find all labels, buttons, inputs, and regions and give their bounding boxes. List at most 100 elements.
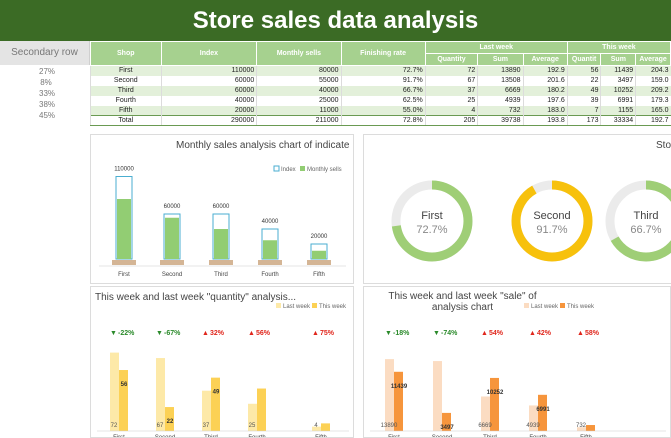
last-week-bar xyxy=(202,390,211,431)
x-tick-label: Second xyxy=(162,272,182,278)
change-label: 56% xyxy=(256,330,271,337)
last-week-bar xyxy=(433,361,442,431)
change-label: -74% xyxy=(441,330,458,337)
monthly-bar xyxy=(214,229,228,259)
last-week-bar xyxy=(481,396,490,431)
monthly-chart-title: Monthly sales analysis chart of indicate xyxy=(176,140,350,151)
legend-label-last: Last week xyxy=(531,304,559,310)
last-week-label: 25 xyxy=(249,423,256,429)
table-cell-lq: 72 xyxy=(424,65,478,76)
change-arrow: ▼ xyxy=(156,330,163,337)
data-label: 20000 xyxy=(311,234,328,240)
monthly-bar xyxy=(117,199,131,259)
this-week-bar xyxy=(211,377,220,431)
change-arrow: ▲ xyxy=(481,330,488,337)
table-cell-ts: 3497 xyxy=(600,75,636,86)
last-week-label: 6669 xyxy=(478,423,492,429)
table-cell-monthly: 55000 xyxy=(256,75,341,86)
table-cell-lq: 67 xyxy=(424,75,478,86)
table-cell-monthly: 80000 xyxy=(256,65,341,76)
table-cell-ta: 192.7 xyxy=(635,115,671,126)
table-cell-la: 201.6 xyxy=(522,75,568,86)
change-label: -67% xyxy=(164,330,181,337)
last-week-bar xyxy=(248,403,257,431)
this-week-bar xyxy=(257,388,266,431)
table-cell-tq: 39 xyxy=(566,95,601,106)
table-cell-tq: 49 xyxy=(566,85,601,96)
table-row: Fourth 40000 25000 62.5% 25 4939 197.6 39 6991 17… xyxy=(90,95,671,106)
ring-label: Second xyxy=(533,210,570,222)
table-cell-index: 290000 xyxy=(160,115,257,126)
x-tick-label: Fourth xyxy=(529,435,546,437)
axis-band xyxy=(258,260,282,265)
this-week-label: 3497 xyxy=(440,425,454,431)
change-arrow: ▲ xyxy=(202,330,209,337)
last-week-label: 67 xyxy=(157,423,164,429)
legend-label-this: This week xyxy=(567,304,595,310)
ring-label: Third xyxy=(633,210,658,222)
last-week-bar xyxy=(110,352,119,431)
table-cell-ts: 11439 xyxy=(600,65,636,76)
rate-chart: First 72.7% Second 91.7% Third 66.7% xyxy=(391,180,671,262)
col-finishing-rate: Finishing rate xyxy=(340,41,426,66)
table-cell-la: 192.9 xyxy=(522,65,568,76)
legend-label-monthly: Monthly sells xyxy=(307,167,342,173)
data-label: 110000 xyxy=(114,167,134,173)
table-cell-monthly: 25000 xyxy=(256,95,341,106)
legend-swatch-this xyxy=(312,303,317,308)
change-arrow: ▼ xyxy=(433,330,440,337)
col-shop: Shop xyxy=(90,41,162,66)
this-week-label: 49 xyxy=(213,390,220,396)
table-cell-index: 110000 xyxy=(160,65,257,76)
table-cell-la: 193.8 xyxy=(522,115,568,126)
table-cell-shop: Fifth xyxy=(90,105,162,116)
table-cell-rate: 55.0% xyxy=(340,105,426,116)
this-week-bar xyxy=(321,423,330,431)
table-cell-la: 197.6 xyxy=(522,95,568,106)
x-tick-label: Fourth xyxy=(261,272,278,278)
table-cell-tq: 22 xyxy=(566,75,601,86)
x-tick-label: Fifth xyxy=(580,435,592,437)
col-this-quantity: Quantit xyxy=(566,53,602,66)
monthly-chart-panel: Monthly sales analysis chart of indicate… xyxy=(90,134,354,284)
table-cell-shop: Fourth xyxy=(90,95,162,106)
monthly-chart: Index Monthly sells 110000 First 60000 Second… xyxy=(99,165,346,278)
table-cell-ts: 10252 xyxy=(600,85,636,96)
monthly-bar xyxy=(312,250,326,259)
table-cell-rate: 72.7% xyxy=(340,65,426,76)
change-arrow: ▼ xyxy=(385,330,392,337)
change-label: 42% xyxy=(537,330,552,337)
col-last-quantity: Quantity xyxy=(424,53,479,66)
table-cell-tq: 7 xyxy=(566,105,601,116)
table-cell-monthly: 11000 xyxy=(256,105,341,116)
table-cell-ta: 209.2 xyxy=(635,85,671,96)
table-cell-ls: 39738 xyxy=(477,115,524,126)
x-tick-label: Fifth xyxy=(315,435,327,437)
last-week-bar xyxy=(156,358,165,431)
table-cell-ls: 732 xyxy=(477,105,524,116)
last-week-bar xyxy=(529,405,538,431)
table-row: First 110000 80000 72.7% 72 13890 192.9 56 11439… xyxy=(90,65,671,76)
this-week-bar xyxy=(538,394,547,431)
axis-band xyxy=(209,260,233,265)
table-cell-shop: Third xyxy=(90,85,162,96)
table-cell-shop: Second xyxy=(90,75,162,86)
x-tick-label: Third xyxy=(204,435,218,437)
table-cell-tq: 56 xyxy=(566,65,601,76)
table-cell-shop: Total xyxy=(90,115,162,126)
col-last-week: Last week xyxy=(424,41,568,54)
table-cell-index: 20000 xyxy=(160,105,257,116)
table-cell-rate: 72.8% xyxy=(340,115,426,126)
table-cell-rate: 91.7% xyxy=(340,75,426,86)
last-week-label: 72 xyxy=(111,423,118,429)
change-arrow: ▲ xyxy=(312,330,319,337)
table-cell-lq: 4 xyxy=(424,105,478,116)
change-label: 75% xyxy=(320,330,335,337)
table-cell-monthly: 211000 xyxy=(256,115,341,126)
last-week-label: 4939 xyxy=(526,423,540,429)
table-cell-ta: 159.0 xyxy=(635,75,671,86)
change-label: 58% xyxy=(585,330,600,337)
quantity-chart-panel: This week and last week "quantity" analy… xyxy=(90,286,354,438)
change-label: 54% xyxy=(489,330,504,337)
